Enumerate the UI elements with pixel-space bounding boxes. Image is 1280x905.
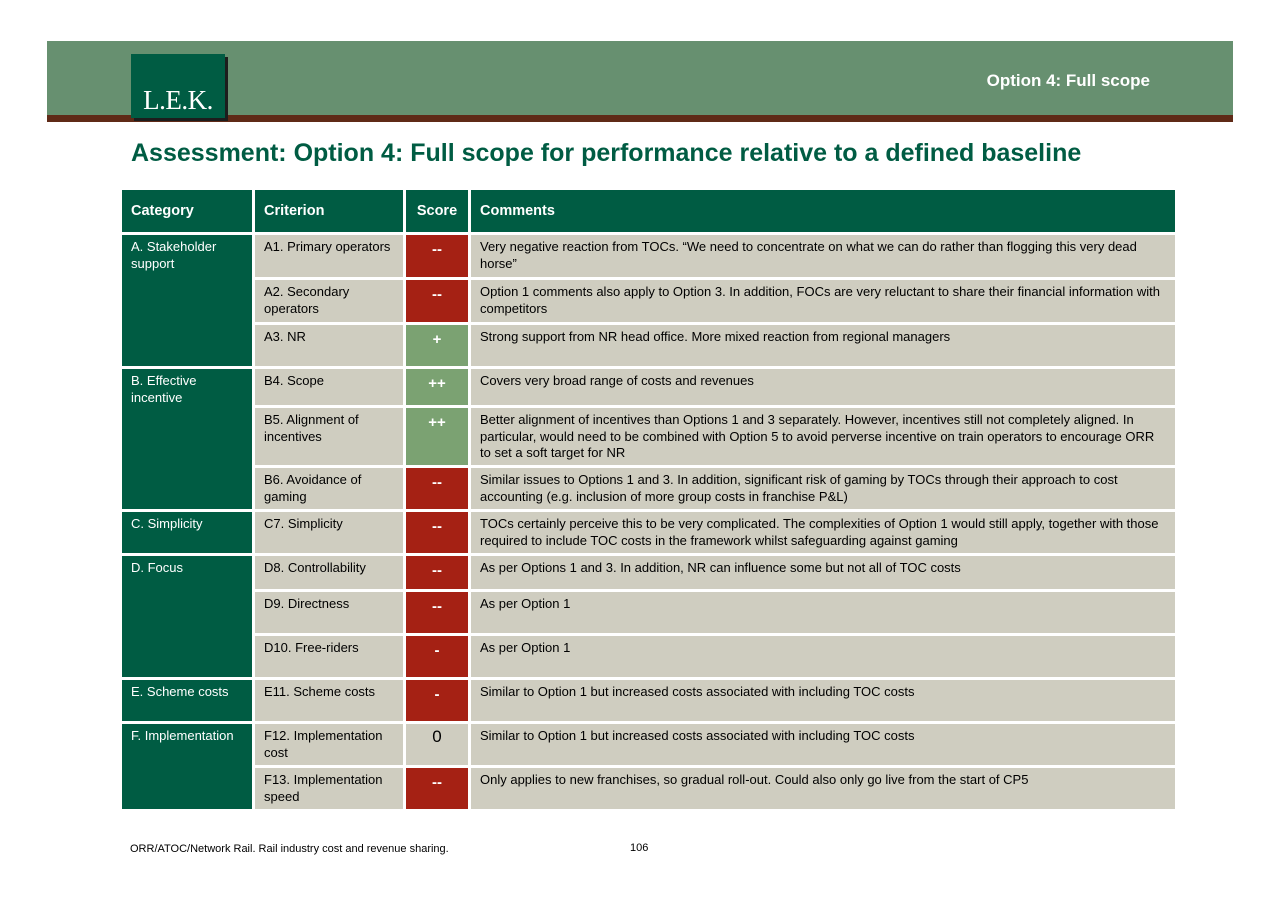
score-cell: 0 bbox=[406, 724, 468, 765]
comment-cell: Better alignment of incentives than Opti… bbox=[471, 408, 1175, 465]
criterion-cell: A1. Primary operators bbox=[255, 235, 403, 277]
category-cell: B. Effective incentive bbox=[122, 369, 252, 509]
column-header-score: Score bbox=[406, 190, 468, 232]
table-row: C. Simplicity C7. Simplicity -- TOCs certai… bbox=[122, 512, 1175, 553]
page-number: 106 bbox=[630, 842, 649, 854]
category-cell: E. Scheme costs bbox=[122, 680, 252, 721]
comment-cell: As per Option 1 bbox=[471, 636, 1175, 677]
table-row: A3. NR + Strong support from NR head offic… bbox=[122, 325, 1175, 366]
comment-cell: Very negative reaction from TOCs. “We ne… bbox=[471, 235, 1175, 277]
comment-cell: Similar to Option 1 but increased costs … bbox=[471, 680, 1175, 721]
score-cell: -- bbox=[406, 512, 468, 553]
column-header-category: Category bbox=[122, 190, 252, 232]
score-cell: -- bbox=[406, 280, 468, 322]
table-row: F. Implementation F12. Implementation cos… bbox=[122, 724, 1175, 809]
column-header-criterion: Criterion bbox=[255, 190, 403, 232]
criterion-cell: D9. Directness bbox=[255, 592, 403, 633]
score-cell: - bbox=[406, 680, 468, 721]
score-cell: ++ bbox=[406, 408, 468, 465]
criterion-cell: A3. NR bbox=[255, 325, 403, 366]
column-header-comments: Comments bbox=[471, 190, 1175, 232]
criterion-cell: D10. Free-riders bbox=[255, 636, 403, 677]
score-cell: - bbox=[406, 636, 468, 677]
score-cell: -- bbox=[406, 768, 468, 809]
table-row: B6. Avoidance of gaming -- Similar issues … bbox=[122, 468, 1175, 509]
table-row: D9. Directness -- As per Option 1 bbox=[122, 592, 1175, 633]
score-cell: + bbox=[406, 325, 468, 366]
comment-cell: Only applies to new franchises, so gradu… bbox=[471, 768, 1175, 809]
comment-cell: Option 1 comments also apply to Option 3… bbox=[471, 280, 1175, 322]
criterion-cell: F12. Implementation cost bbox=[255, 724, 403, 765]
assessment-table: Category Criterion Score Comments A. Sta… bbox=[119, 187, 1178, 812]
table-row: D. Focus D8. Controllability -- As per Opti… bbox=[122, 556, 1175, 677]
header-stripe bbox=[47, 115, 1233, 122]
criterion-cell: B4. Scope bbox=[255, 369, 403, 405]
table-row: F13. Implementation speed -- Only applies … bbox=[122, 768, 1175, 809]
criterion-cell: F13. Implementation speed bbox=[255, 768, 403, 809]
comment-cell: Similar issues to Options 1 and 3. In ad… bbox=[471, 468, 1175, 509]
comment-cell: Covers very broad range of costs and rev… bbox=[471, 369, 1175, 405]
category-cell: A. Stakeholder support bbox=[122, 235, 252, 366]
category-cell: D. Focus bbox=[122, 556, 252, 677]
table-row: D10. Free-riders - As per Option 1 bbox=[122, 636, 1175, 677]
table-row: B5. Alignment of incentives ++ Better alig… bbox=[122, 408, 1175, 465]
table-row: E. Scheme costs E11. Scheme costs - Similar… bbox=[122, 680, 1175, 721]
footer-source: ORR/ATOC/Network Rail. Rail industry cos… bbox=[130, 843, 449, 855]
comment-cell: As per Options 1 and 3. In addition, NR … bbox=[471, 556, 1175, 589]
score-cell: -- bbox=[406, 235, 468, 277]
table-row: A2. Secondary operators -- Option 1 commen… bbox=[122, 280, 1175, 322]
section-label: Option 4: Full scope bbox=[986, 71, 1150, 90]
comment-cell: Similar to Option 1 but increased costs … bbox=[471, 724, 1175, 765]
comment-cell: As per Option 1 bbox=[471, 592, 1175, 633]
criterion-cell: B6. Avoidance of gaming bbox=[255, 468, 403, 509]
criterion-cell: A2. Secondary operators bbox=[255, 280, 403, 322]
criterion-cell: E11. Scheme costs bbox=[255, 680, 403, 721]
score-cell: -- bbox=[406, 592, 468, 633]
table-header-row: Category Criterion Score Comments bbox=[122, 190, 1175, 232]
comment-cell: TOCs certainly perceive this to be very … bbox=[471, 512, 1175, 553]
category-cell: F. Implementation bbox=[122, 724, 252, 809]
comment-cell: Strong support from NR head office. More… bbox=[471, 325, 1175, 366]
score-cell: ++ bbox=[406, 369, 468, 405]
criterion-cell: D8. Controllability bbox=[255, 556, 403, 589]
page-title: Assessment: Option 4: Full scope for per… bbox=[131, 139, 1082, 167]
category-cell: C. Simplicity bbox=[122, 512, 252, 553]
score-cell: -- bbox=[406, 468, 468, 509]
table-row: B. Effective incentive B4. Scope ++ Covers … bbox=[122, 369, 1175, 509]
score-cell: -- bbox=[406, 556, 468, 589]
criterion-cell: B5. Alignment of incentives bbox=[255, 408, 403, 465]
table-row: A. Stakeholder support A1. Primary operat… bbox=[122, 235, 1175, 366]
criterion-cell: C7. Simplicity bbox=[255, 512, 403, 553]
header-banner bbox=[47, 41, 1233, 115]
table-body: A. Stakeholder support A1. Primary operat… bbox=[122, 235, 1175, 809]
company-logo: L.E.K. bbox=[131, 54, 225, 118]
